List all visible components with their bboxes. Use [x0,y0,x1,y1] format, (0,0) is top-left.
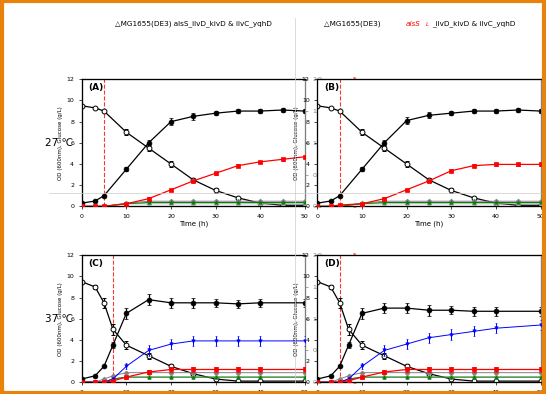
X-axis label: Time (h): Time (h) [414,220,443,227]
Text: △MG1655(DE3): △MG1655(DE3) [324,21,383,27]
Y-axis label: Lactate, Acetate, Ethanol (g/L): Lactate, Acetate, Ethanol (g/L) [325,101,330,185]
Y-axis label: Isobutanol (g/L): Isobutanol (g/L) [359,297,365,340]
Text: _ilvD_kivD & ilvC_yqhD: _ilvD_kivD & ilvC_yqhD [432,21,515,28]
Text: (A): (A) [88,83,104,92]
Text: (B): (B) [324,83,339,92]
Y-axis label: Lactate, Acetate, Ethanol (g/L): Lactate, Acetate, Ethanol (g/L) [325,277,330,361]
X-axis label: Time (h): Time (h) [179,220,208,227]
Text: 37 ℃: 37 ℃ [45,314,73,324]
Y-axis label: OD (600nm), Glucose (g/L): OD (600nm), Glucose (g/L) [294,282,299,355]
Text: alsS: alsS [406,21,420,27]
Y-axis label: Isobutanol (g/L): Isobutanol (g/L) [359,121,365,164]
Text: (D): (D) [324,259,340,268]
Text: (C): (C) [88,259,103,268]
Text: △MG1655(DE3) alsS_ilvD_kivD & ilvC_yqhD: △MG1655(DE3) alsS_ilvD_kivD & ilvC_yqhD [115,21,272,28]
Text: 27 ℃: 27 ℃ [45,138,73,148]
Y-axis label: OD (600nm), Glucose (g/L): OD (600nm), Glucose (g/L) [294,106,299,180]
Y-axis label: OD (600nm), Glucose (g/L): OD (600nm), Glucose (g/L) [58,282,63,355]
Text: L: L [425,22,429,26]
Y-axis label: OD (600nm), Glucose (g/L): OD (600nm), Glucose (g/L) [58,106,63,180]
